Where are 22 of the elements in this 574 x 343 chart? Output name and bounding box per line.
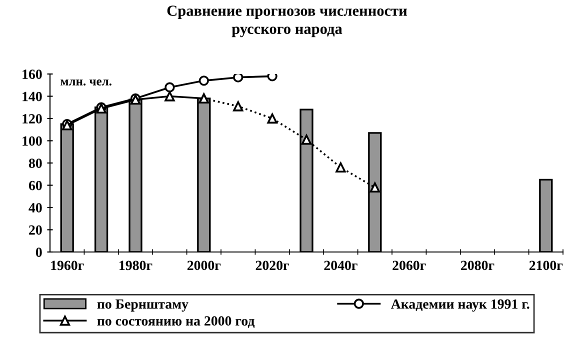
y-tick-label: 160 — [22, 70, 42, 79]
legend-label: по Бернштаму — [97, 300, 188, 312]
y-tick-label: 100 — [22, 136, 42, 146]
x-tick-label: 2060г — [392, 260, 426, 270]
x-tick-label: 2040г — [324, 260, 358, 270]
y-tick-label: 20 — [29, 225, 42, 235]
x-tick-label: 1980г — [120, 260, 152, 270]
x-tick-label: 2020г — [256, 260, 289, 270]
y-tick-label: 60 — [28, 180, 42, 190]
y-tick-label: 80 — [28, 158, 42, 168]
legend-label: по состоянию на 2000 год — [97, 316, 255, 328]
x-tick-label: 2080г — [461, 260, 494, 270]
legend-label: Академии наук 1991 г. — [390, 299, 530, 312]
y-tick-label: 120 — [22, 114, 42, 124]
y-tick-label: 140 — [22, 92, 42, 102]
y-tick-label: 0 — [36, 248, 42, 257]
x-tick-label: 2000г — [187, 260, 221, 270]
x-tick-label: 2100г — [529, 260, 563, 270]
x-tick-label: 1960г — [51, 260, 84, 270]
chart-title: Сравнение прогнозов численности русского народа — [167, 6, 407, 38]
y-axis-title: млн. чел. — [60, 79, 112, 86]
y-tick-label: 40 — [28, 203, 42, 212]
